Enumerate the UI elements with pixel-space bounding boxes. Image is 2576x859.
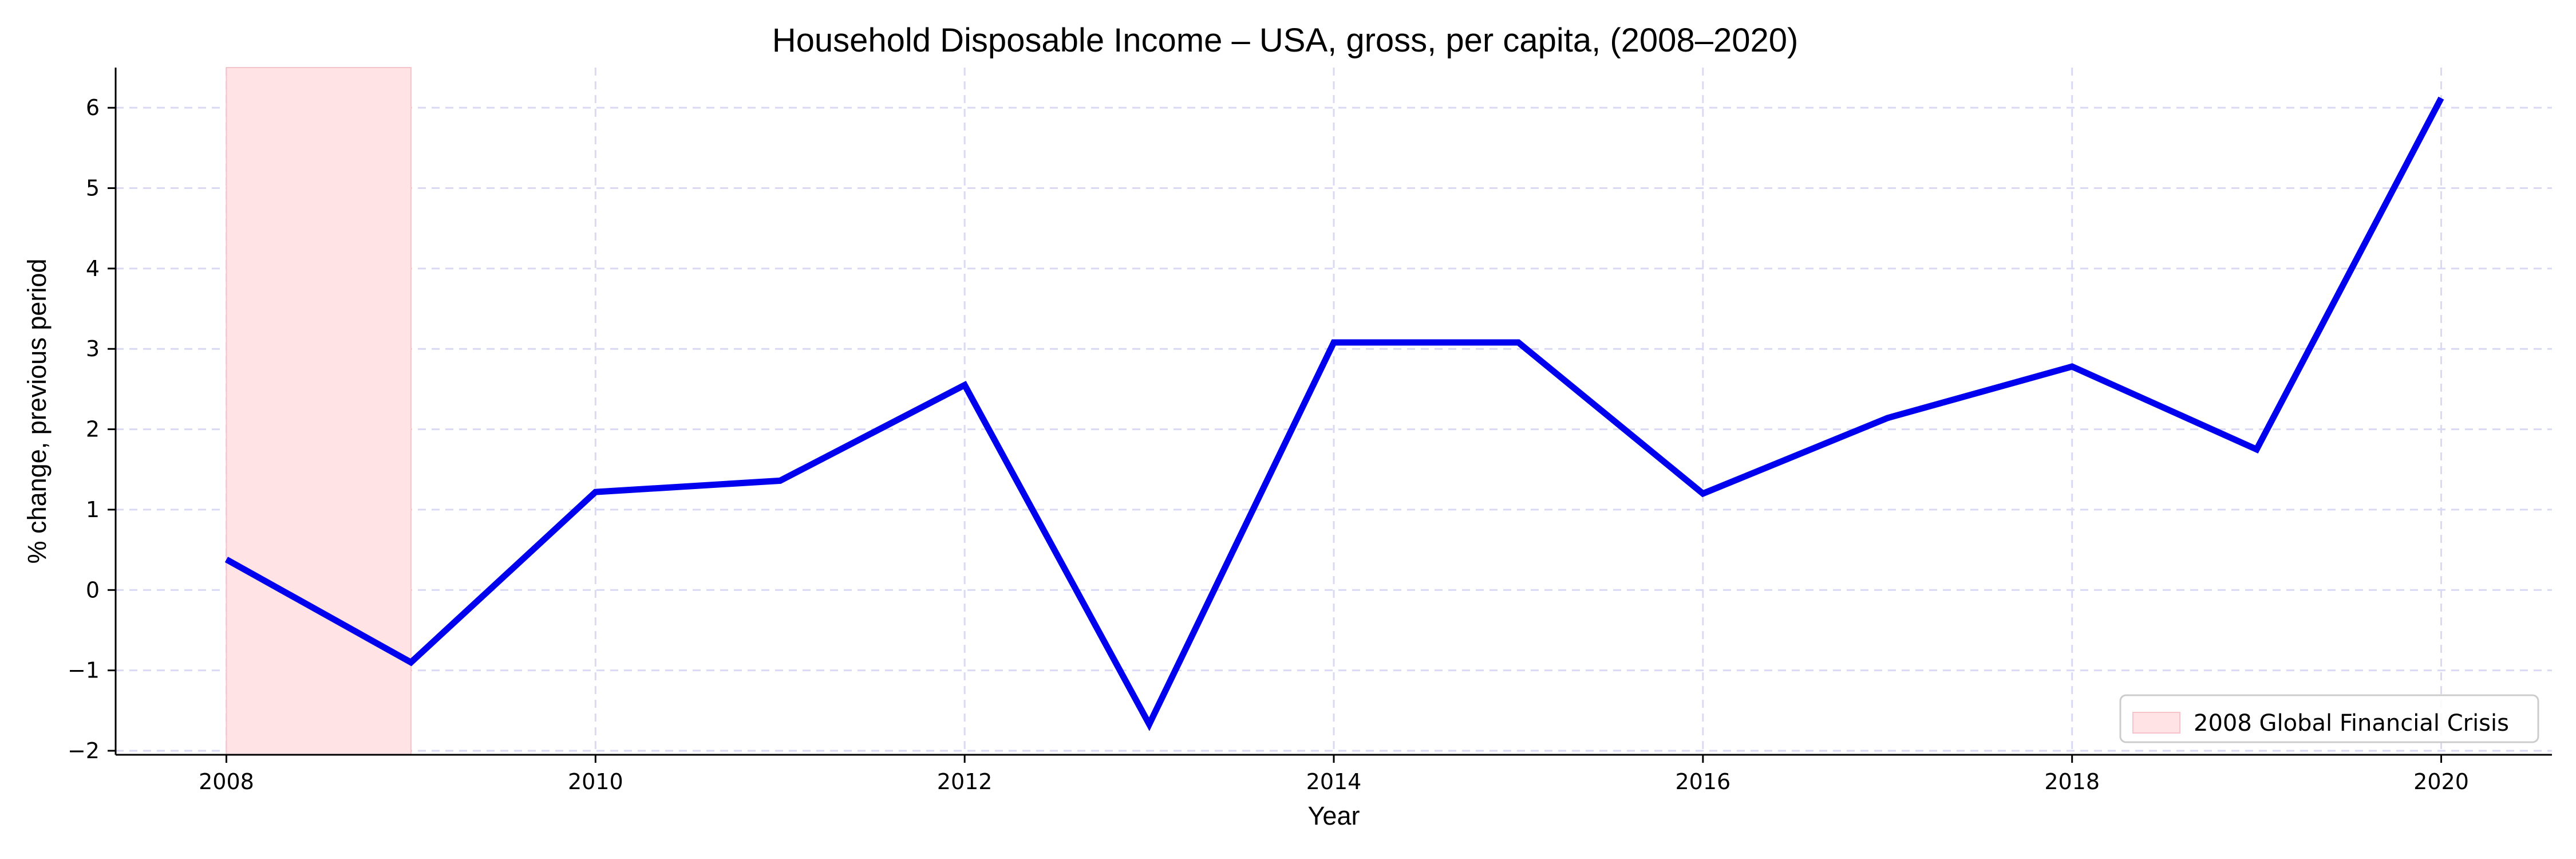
gridlines — [116, 68, 2552, 755]
y-tick-label: 0 — [86, 577, 100, 602]
axes: −2 −1 0 1 2 3 4 5 6 2008 2010 2012 2014 2016 2018 2020 — [68, 68, 2552, 794]
x-tick-label: 2012 — [937, 769, 993, 794]
legend-box — [2119, 694, 2539, 743]
y-axis-label: % change, previous period — [22, 259, 52, 564]
legend-entry-label: 2008 Global Financial Crisis — [2194, 710, 2509, 736]
y-tick-label: 6 — [86, 95, 100, 120]
shaded-region — [226, 67, 412, 755]
x-tick-label: 2014 — [1306, 769, 1362, 794]
x-tick-label: 2008 — [199, 769, 254, 794]
x-tick-label: 2018 — [2044, 769, 2100, 794]
y-tick-label: −1 — [68, 658, 100, 683]
legend: 2008 Global Financial Crisis — [2119, 694, 2539, 743]
x-tick-label: 2016 — [1675, 769, 1730, 794]
x-tick-label: 2010 — [568, 769, 623, 794]
y-tick-label: 4 — [86, 256, 100, 281]
legend-swatch — [2132, 712, 2180, 734]
chart-title: Household Disposable Income – USA, gross… — [772, 22, 1799, 59]
shaded-regions — [226, 67, 412, 755]
series-lines — [224, 96, 2444, 731]
y-tick-label: −2 — [68, 738, 100, 763]
y-tick-label: 3 — [86, 336, 100, 361]
y-tick-label: 2 — [86, 417, 100, 442]
x-tick-label: 2020 — [2413, 769, 2469, 794]
x-axis-label: Year — [1308, 801, 1360, 830]
y-tick-label: 1 — [86, 497, 100, 522]
y-tick-label: 5 — [86, 176, 100, 201]
